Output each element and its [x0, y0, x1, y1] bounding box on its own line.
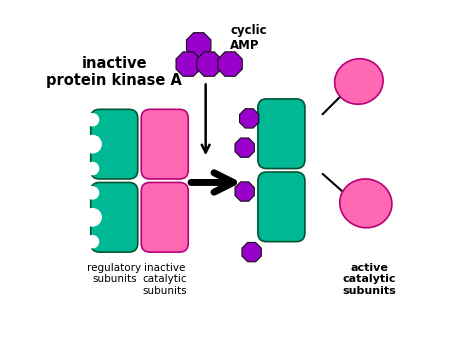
Text: inactive
protein kinase A: inactive protein kinase A [46, 56, 182, 88]
Polygon shape [197, 52, 221, 76]
FancyBboxPatch shape [258, 99, 305, 168]
Polygon shape [235, 138, 255, 157]
Text: regulatory
subunits: regulatory subunits [87, 263, 141, 284]
Polygon shape [242, 243, 261, 262]
Circle shape [84, 135, 101, 153]
FancyBboxPatch shape [141, 183, 188, 252]
Polygon shape [239, 109, 259, 128]
Ellipse shape [335, 59, 383, 104]
Ellipse shape [340, 179, 392, 228]
Circle shape [86, 187, 99, 199]
Circle shape [86, 114, 99, 126]
Text: active
catalytic
subunits: active catalytic subunits [342, 263, 396, 296]
Polygon shape [186, 33, 211, 57]
FancyBboxPatch shape [141, 110, 188, 179]
FancyBboxPatch shape [91, 110, 138, 179]
Circle shape [84, 208, 101, 226]
Text: inactive
catalytic
subunits: inactive catalytic subunits [142, 263, 187, 296]
FancyBboxPatch shape [258, 172, 305, 241]
Polygon shape [176, 52, 201, 76]
Circle shape [86, 163, 99, 175]
Text: cyclic
AMP: cyclic AMP [230, 24, 267, 52]
Polygon shape [235, 182, 255, 201]
Polygon shape [218, 52, 242, 76]
FancyBboxPatch shape [91, 183, 138, 252]
Circle shape [86, 236, 99, 248]
